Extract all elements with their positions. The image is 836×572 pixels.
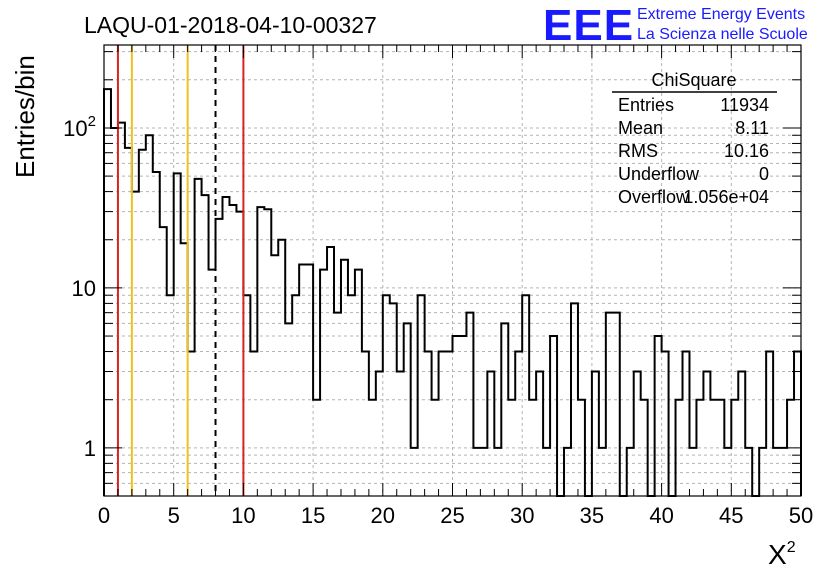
eee-logo: EEE [543,1,634,50]
stats-value-mean: 8.11 [735,118,769,138]
stats-title: ChiSquare [651,70,736,90]
x-tick-label: 25 [440,503,464,528]
stats-label-overflow: Overflow [618,187,690,207]
x-tick-label: 40 [649,503,673,528]
stats-value-overflow: 1.056e+04 [683,187,769,207]
x-tick-label: 30 [510,503,534,528]
x-axis-label-superscript: 2 [787,539,796,556]
x-axis-label: X2 [768,539,796,570]
histogram [103,88,802,497]
run-title: LAQU-01-2018-04-10-00327 [84,12,377,38]
histogram-step-line [103,88,802,497]
stats-value-entries: 11934 [720,95,769,115]
y-tick-label: 102 [63,113,96,141]
logo-line-1: Extreme Energy Events [637,6,805,23]
x-tick-label: 50 [789,503,813,528]
stats-label-entries: Entries [618,95,674,115]
y-axis-label: Entries/bin [10,55,40,178]
axes: 0 5 10 15 20 25 30 35 40 45 50 1 10 102 [63,45,813,528]
stats-box: ChiSquare Entries 11934 Mean 8.11 RMS 10… [612,70,777,207]
x-tick-label: 15 [301,503,325,528]
stats-label-mean: Mean [618,118,663,138]
grid [104,45,801,496]
stats-label-rms: RMS [618,141,658,161]
vertical-marker-lines [116,45,245,496]
x-tick-label: 0 [98,503,110,528]
logo-line-2: La Scienza nelle Scuole [637,26,808,43]
y-tick-label: 1 [84,436,96,461]
x-tick-label: 35 [580,503,604,528]
stats-label-underflow: Underflow [618,164,700,184]
x-axis-label-main: X [768,539,787,570]
x-tick-label: 10 [231,503,255,528]
stats-value-underflow: 0 [759,164,769,184]
stats-value-rms: 10.16 [724,141,769,161]
y-tick-label: 10 [72,276,96,301]
x-tick-label: 45 [719,503,743,528]
x-tick-label: 20 [371,503,395,528]
x-tick-label: 5 [168,503,180,528]
